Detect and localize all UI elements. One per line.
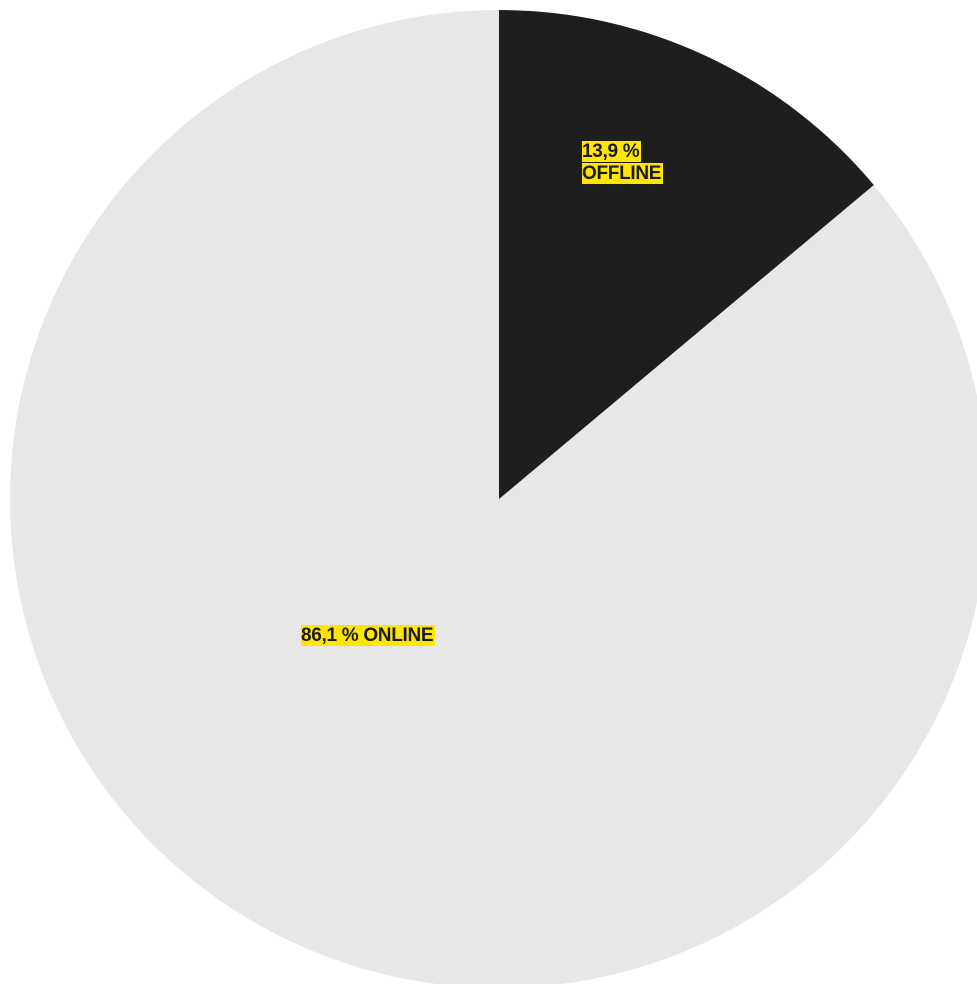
pie-slice-online	[10, 10, 977, 984]
online-label: 86,1 % ONLINE	[301, 625, 436, 646]
slice-label-online: 86,1 % ONLINE	[301, 625, 436, 647]
pie-slice-offline	[499, 10, 874, 499]
offline-name-label: OFFLINE	[582, 163, 664, 184]
slice-label-offline: 13,9 % OFFLINE	[582, 141, 702, 185]
offline-percent-label: 13,9 %	[582, 141, 642, 162]
